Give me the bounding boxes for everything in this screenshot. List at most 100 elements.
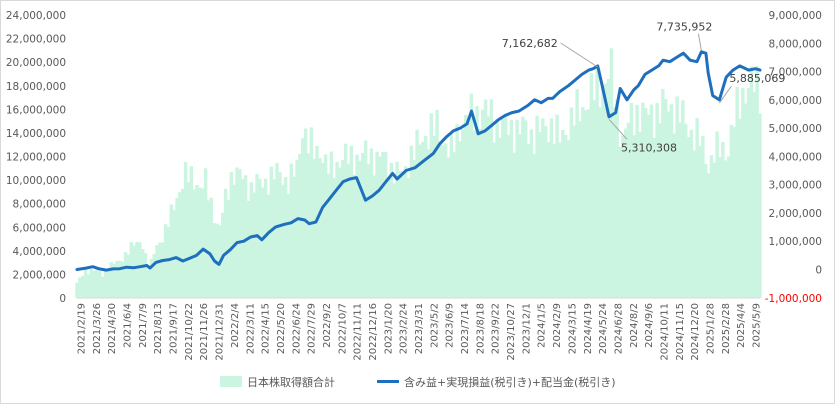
bar: [538, 132, 542, 298]
bar: [432, 135, 436, 298]
annotations: 7,162,682 5,310,308 7,735,952 5,885,069: [502, 21, 786, 155]
bar: [298, 153, 302, 298]
bar: [661, 88, 665, 298]
bar: [721, 142, 725, 298]
bar: [292, 176, 296, 298]
bar: [355, 154, 359, 298]
legend-label-bar: 日本株取得額合計: [247, 375, 335, 389]
bar: [249, 182, 254, 298]
bar: [626, 122, 631, 298]
legend-swatch-bar: [220, 376, 242, 387]
bar: [655, 102, 659, 299]
bar: [695, 118, 699, 298]
annotation-leader: [560, 42, 598, 68]
bar: [92, 270, 96, 298]
x-tick-label: 2025/4/4: [736, 303, 747, 348]
bar: [595, 67, 599, 298]
bar: [135, 241, 139, 298]
y-left-tick-label: 20,000,000: [6, 57, 66, 69]
bar: [106, 271, 111, 298]
bar: [598, 107, 602, 298]
bar: [746, 88, 751, 299]
annotation-label: 7,735,952: [656, 21, 712, 34]
bar: [80, 275, 85, 298]
bar: [581, 106, 585, 298]
bar: [703, 163, 708, 298]
bar: [603, 83, 608, 298]
bar: [272, 179, 276, 298]
bar: [201, 188, 205, 298]
x-tick-label: 2023/5/2: [429, 303, 440, 348]
bar: [532, 153, 536, 298]
x-tick-label: 2022/6/24: [291, 303, 302, 354]
bar: [403, 166, 408, 298]
bar: [495, 118, 499, 298]
bar: [78, 277, 82, 298]
bar: [303, 128, 308, 298]
bar: [678, 122, 682, 298]
bar: [535, 115, 539, 299]
bar: [421, 141, 425, 298]
bar: [155, 245, 159, 298]
annotation-leader: [608, 118, 628, 140]
bar: [592, 100, 596, 298]
bar: [366, 164, 371, 298]
bar: [572, 125, 576, 298]
x-tick-label: 2023/6/9: [445, 303, 456, 348]
bar: [546, 141, 551, 298]
bar: [452, 151, 456, 298]
bar: [386, 179, 391, 298]
bar: [263, 178, 268, 298]
bar: [318, 158, 322, 298]
bar: [558, 142, 562, 298]
bar: [215, 223, 219, 298]
bar: [481, 109, 485, 298]
bar: [501, 118, 505, 298]
bar: [121, 261, 125, 298]
bar: [243, 175, 248, 298]
bar: [672, 133, 676, 298]
bar: [332, 177, 336, 298]
bar: [132, 245, 136, 298]
x-tick-label: 2021/7/9: [138, 303, 149, 348]
y-left-tick-label: 10,000,000: [6, 175, 66, 187]
bar-series: [75, 48, 762, 299]
y-right-tick-label: -1,000,000: [765, 293, 822, 305]
bar: [358, 160, 362, 298]
bar: [503, 115, 508, 298]
x-tick-label: 2023/9/22: [491, 303, 502, 354]
bar: [515, 119, 519, 299]
x-tick-label: 2023/10/27: [506, 303, 517, 361]
x-tick-label: 2024/12/20: [690, 303, 701, 361]
bar: [152, 254, 156, 298]
bar: [361, 152, 365, 298]
bar: [718, 157, 722, 298]
bar: [541, 118, 545, 298]
bar: [749, 66, 754, 298]
bar: [738, 118, 742, 298]
bar: [606, 78, 611, 298]
bar: [192, 189, 196, 298]
bar: [623, 128, 628, 298]
bar: [203, 168, 208, 298]
bar: [143, 253, 148, 298]
bar: [363, 140, 368, 298]
bar: [466, 123, 471, 298]
x-tick-label: 2024/4/19: [583, 303, 594, 354]
bar: [118, 260, 122, 298]
bar: [741, 88, 745, 298]
bar: [552, 144, 556, 298]
bar: [146, 270, 151, 298]
x-tick-label: 2025/1/28: [706, 303, 717, 354]
bar: [352, 174, 356, 298]
y-left-tick-label: 14,000,000: [6, 128, 66, 140]
bar: [169, 204, 174, 298]
bar: [323, 154, 328, 298]
bar: [123, 252, 128, 298]
bar: [346, 163, 351, 298]
x-tick-label: 2021/8/13: [153, 303, 164, 354]
bar: [758, 113, 762, 298]
x-tick-label: 2021/11/26: [199, 303, 210, 361]
annotation-leader: [697, 33, 702, 51]
